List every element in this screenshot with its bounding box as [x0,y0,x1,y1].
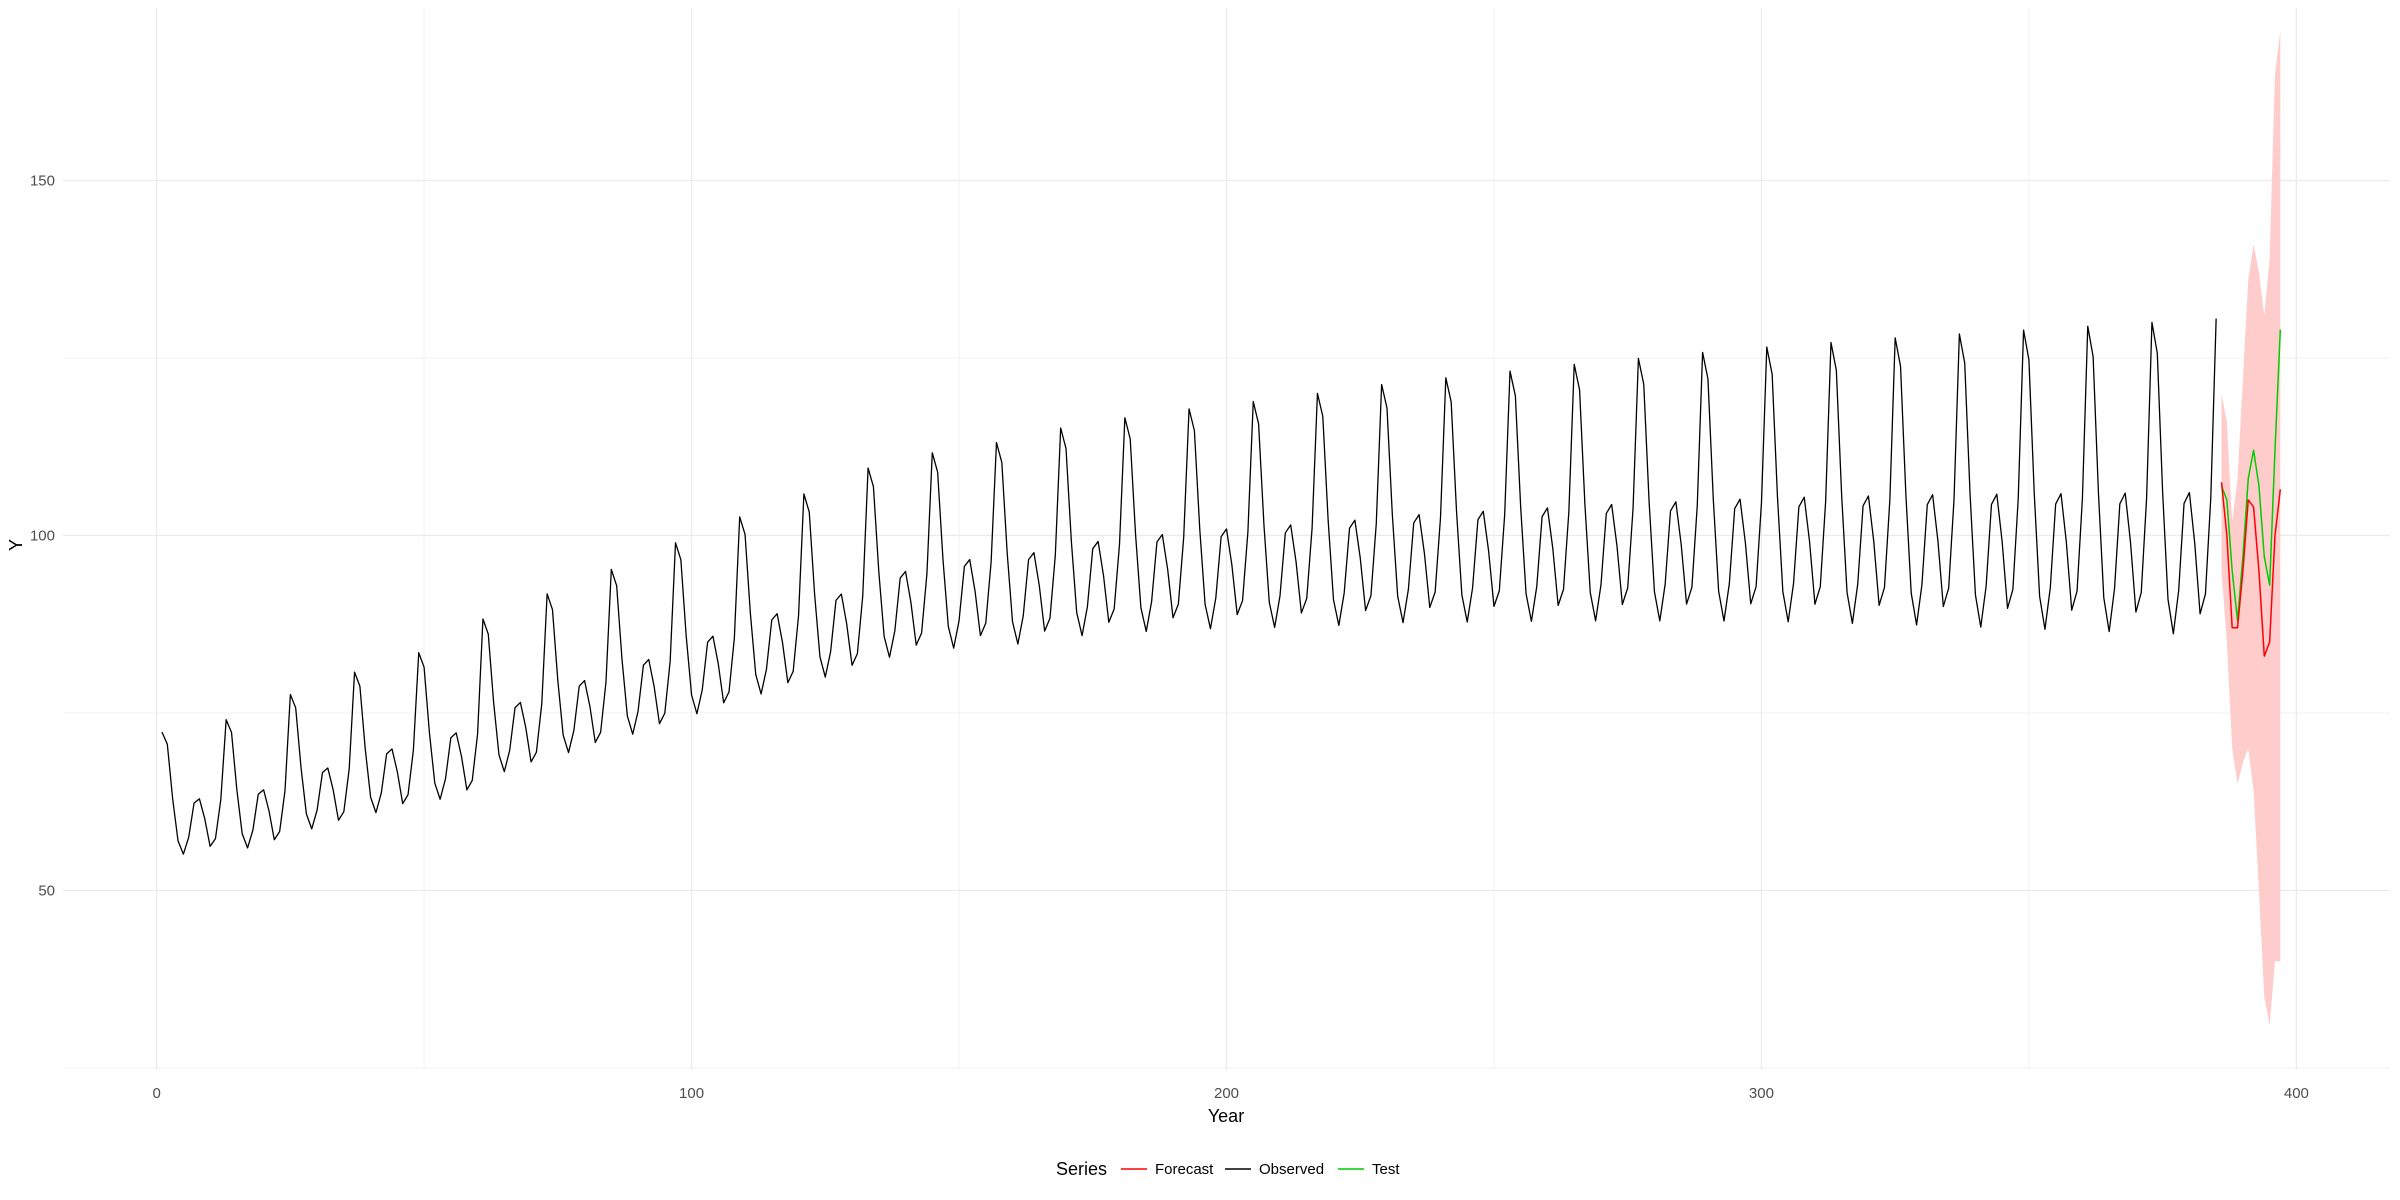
observed-line [161,318,2217,855]
y-tick-label: 150 [30,173,55,190]
y-tick-label: 50 [38,882,55,899]
forecast-interval-area [2221,31,2281,1026]
forecast-series [2220,482,2282,657]
y-tick-label: 100 [30,527,55,544]
legend: Series Forecast Observed Test [1056,1159,1400,1179]
forecast-line [2220,482,2282,657]
x-tick-label: 200 [1214,1085,1239,1102]
x-axis-tick-labels: 0 100 200 300 400 [152,1085,2308,1102]
test-series [2220,329,2282,622]
observed-series [161,318,2217,855]
grid-major [63,8,2390,1070]
legend-label-test: Test [1372,1161,1400,1178]
x-tick-label: 0 [152,1085,160,1102]
forecast-interval-band [2221,31,2281,1026]
x-tick-label: 100 [679,1085,704,1102]
legend-label-observed: Observed [1259,1161,1324,1178]
y-axis-tick-labels: 50 100 150 [30,173,55,900]
test-line [2220,329,2282,622]
x-tick-label: 400 [2284,1085,2309,1102]
legend-label-forecast: Forecast [1155,1161,1214,1178]
x-axis-title: Year [1208,1106,1244,1126]
y-axis-title: Y [6,539,26,551]
x-tick-label: 300 [1749,1085,1774,1102]
legend-title: Series [1056,1159,1107,1179]
